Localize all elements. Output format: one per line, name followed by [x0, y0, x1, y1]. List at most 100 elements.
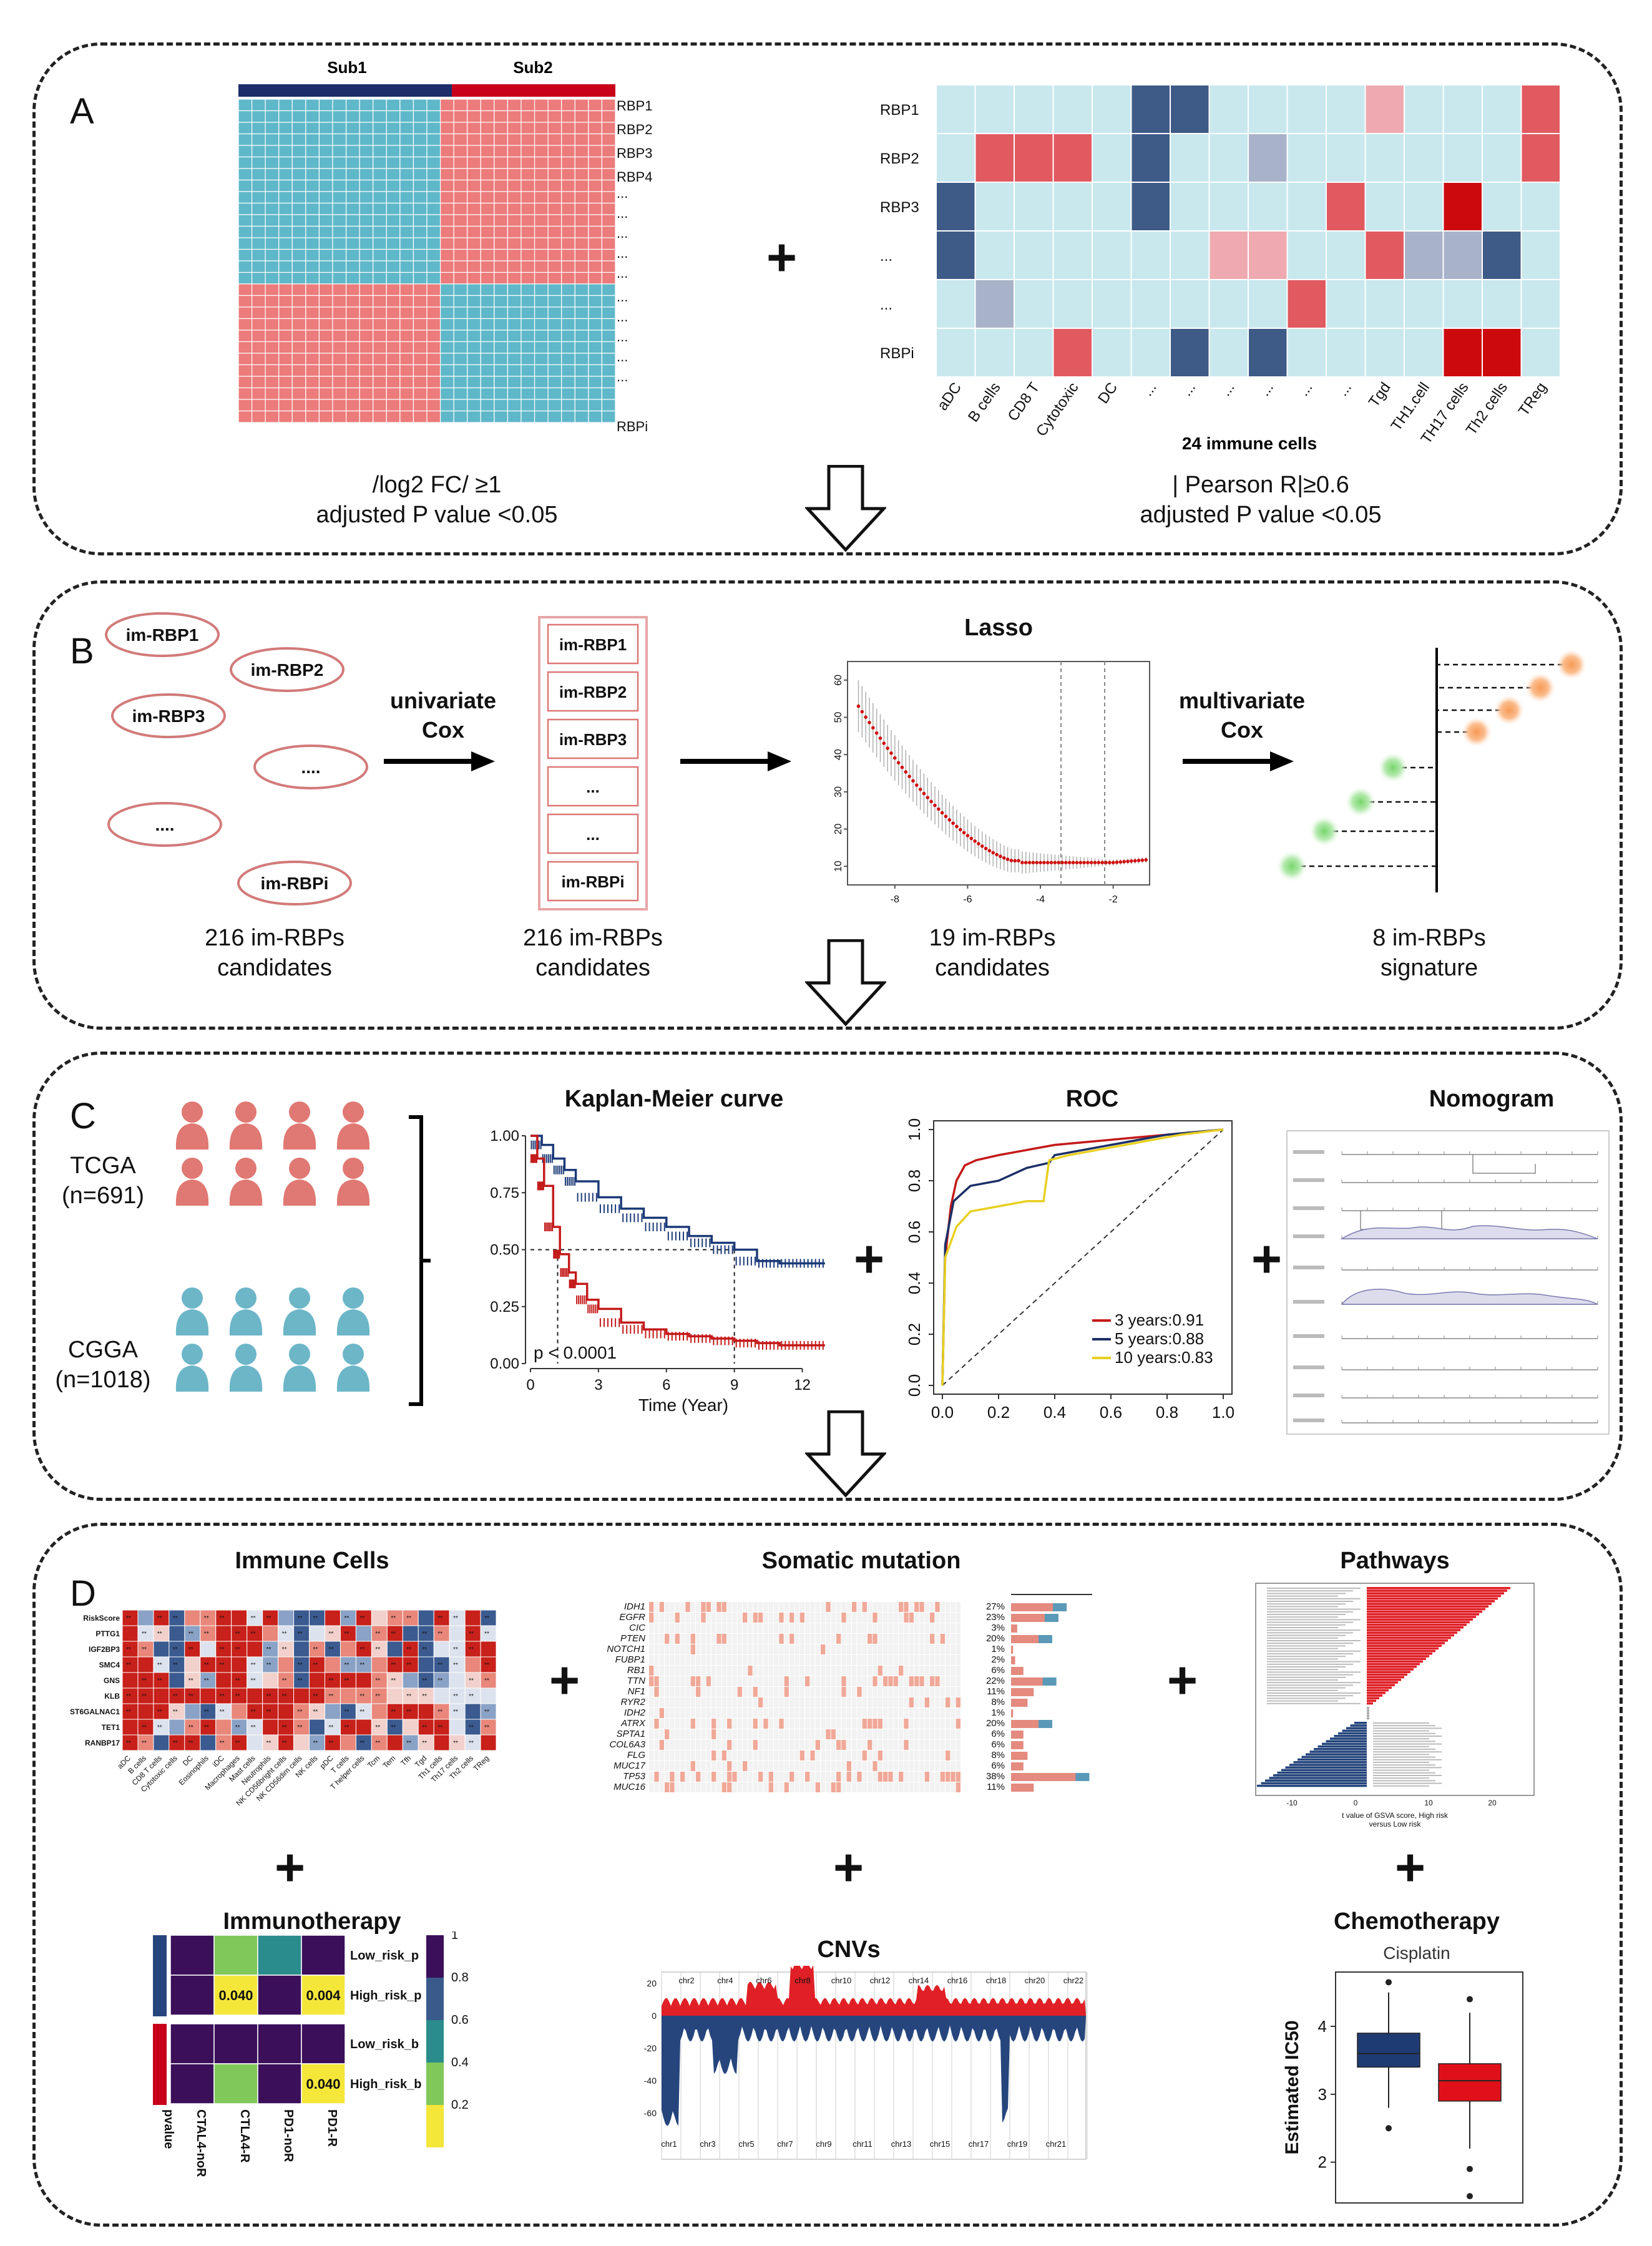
pathway-bar-down: [1301, 1755, 1367, 1759]
pathway-bar-down: [1298, 1758, 1367, 1761]
onco-cell: [779, 1602, 784, 1612]
expr-cell: [345, 271, 360, 285]
expr-cell: [467, 271, 481, 285]
onco-cell: [899, 1772, 904, 1782]
onco-cell: [721, 1634, 726, 1644]
onco-cell: [768, 1634, 773, 1644]
onco-cell: [768, 1666, 773, 1676]
onco-cell: [852, 1634, 857, 1644]
onco-cell: [946, 1655, 951, 1665]
onco-cell: [727, 1687, 732, 1697]
oncoplot-chart: IDH1 27%EGFR 23%CIC 3%PTEN 20%NOTCH1 1%FUBP1 2…: [607, 1594, 1092, 1792]
onco-cell: [665, 1623, 670, 1633]
corr-cell: [1442, 133, 1483, 183]
onco-cell: [831, 1676, 836, 1686]
expr-cell: [278, 353, 293, 366]
onco-cell: [909, 1782, 914, 1792]
expr-cell: [291, 237, 306, 250]
expr-cell: [601, 156, 616, 169]
expr-cell: [305, 283, 320, 296]
onco-cell: [930, 1666, 935, 1676]
immune-cell: [433, 1641, 450, 1658]
onco-cell: [899, 1729, 904, 1739]
onco-cell: [857, 1761, 862, 1771]
onco-pct-label: 6%: [991, 1760, 1005, 1771]
onco-cell: [685, 1740, 690, 1750]
expr-cell: [521, 318, 535, 331]
corr-cell: [974, 133, 1015, 183]
cnv-loss-area: [662, 2016, 1086, 2126]
onco-cell: [846, 1750, 851, 1760]
expr-cell: [399, 260, 414, 273]
onco-cell: [852, 1750, 857, 1760]
expr-cell: [373, 133, 387, 146]
lasso-point: [1130, 859, 1133, 863]
pathway-label: [1267, 1624, 1346, 1626]
onco-cell: [690, 1634, 695, 1644]
onco-cell: [836, 1613, 841, 1623]
expr-cell: [467, 145, 481, 158]
expr-cell: [494, 145, 509, 158]
onco-cell: [951, 1729, 956, 1739]
expr-cell: [305, 376, 320, 389]
immune-cell: [278, 1703, 295, 1720]
onco-cell: [721, 1782, 726, 1792]
expr-cell: [345, 237, 360, 250]
expr-cell: [480, 110, 495, 123]
immune-star: **: [188, 1646, 193, 1653]
expr-cell: [601, 399, 616, 412]
expr-cell: [480, 387, 495, 400]
onco-cell: [815, 1666, 820, 1676]
onco-cell: [753, 1634, 758, 1644]
onco-cell: [758, 1676, 763, 1686]
pathway-label: [1267, 1614, 1346, 1615]
immune-star: **: [142, 1740, 147, 1747]
expr-cell: [574, 214, 589, 227]
expr-cell: [574, 110, 589, 123]
expr-cell: [453, 387, 468, 400]
corr-cell: [1130, 84, 1171, 134]
immune-star: **: [453, 1709, 458, 1716]
onco-cell: [930, 1613, 935, 1623]
onco-cell: [654, 1655, 659, 1665]
onco-cell: [821, 1708, 826, 1718]
onco-cell: [784, 1634, 789, 1644]
expr-cell: [588, 399, 603, 412]
expr-cell: [305, 318, 320, 331]
nomogram-row-label: [1293, 1394, 1324, 1397]
expr-cell: [318, 145, 333, 158]
onco-cell: [654, 1772, 659, 1782]
expr-cell: [467, 330, 481, 343]
immune-cell: [231, 1672, 248, 1689]
person-icon: [289, 1158, 310, 1179]
immune-cell: [340, 1672, 356, 1689]
onco-gene-label: PTEN: [620, 1633, 645, 1644]
onco-cell: [690, 1750, 695, 1760]
onco-cell: [675, 1708, 680, 1718]
expr-cell: [238, 283, 253, 296]
corr-cell: [1248, 182, 1288, 232]
person-icon: [229, 1123, 263, 1150]
expr-cell: [480, 99, 495, 112]
expr-cell: [332, 110, 347, 123]
immune-star: **: [157, 1662, 162, 1669]
onco-cell: [836, 1644, 841, 1654]
immune-star: **: [235, 1631, 240, 1638]
expr-cell: [278, 341, 293, 354]
immune-cell: [247, 1734, 263, 1751]
expr-cell: [399, 237, 414, 250]
immune-cell: [402, 1672, 419, 1689]
onco-cell: [670, 1740, 675, 1750]
corr-cell: [1326, 182, 1366, 232]
lasso-point: [1089, 861, 1093, 864]
onco-cell: [743, 1666, 748, 1676]
onco-cell: [763, 1687, 768, 1697]
expr-cell: [588, 410, 603, 423]
onco-cell: [789, 1708, 794, 1718]
onco-cell: [748, 1719, 753, 1729]
onco-cell: [758, 1697, 763, 1707]
expr-cell: [453, 260, 468, 273]
corr-row-label: ...: [880, 248, 892, 265]
expr-cell: [507, 168, 522, 181]
